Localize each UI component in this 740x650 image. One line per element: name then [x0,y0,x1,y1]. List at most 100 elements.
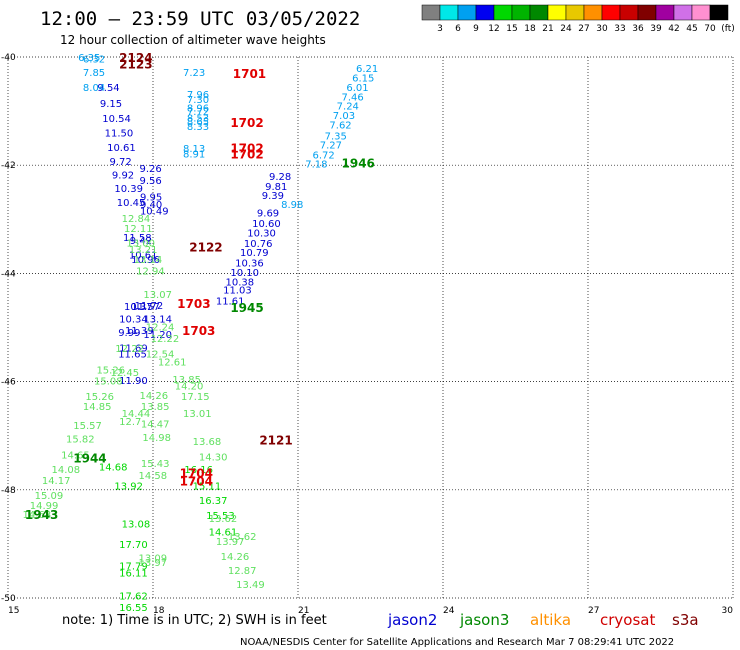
wave-height-label: 13.14 [134,255,163,266]
wave-height-label: 14.85 [83,402,112,413]
pass-time-label: 2124 [119,51,152,65]
wave-height-label: 14.47 [141,419,170,430]
colorbar-swatch [421,4,441,21]
wave-height-label: 7.35 [325,131,347,142]
wave-height-label: 7.03 [333,111,355,122]
wave-height-label: 6.72 [313,150,335,161]
wave-height-label: 10.10 [230,268,259,279]
pass-time-label: 1702 [230,116,263,130]
y-tick-label: -42 [1,161,16,171]
y-tick-label: -44 [1,269,16,279]
wave-height-label: 14.99 [30,501,59,512]
colorbar-label: 18 [524,24,536,34]
wave-height-label: 9.92 [112,170,134,181]
wave-height-label: 13.62 [209,514,238,525]
pass-time-label: 1943 [25,508,58,522]
colorbar-swatch [565,4,585,21]
wave-height-label: 8.96 [187,103,209,114]
x-tick-label: 24 [443,606,455,616]
satellite-name: jason3 [459,611,509,629]
y-tick-label: -50 [1,594,16,604]
wave-height-label: 14.61 [209,527,238,538]
pass-time-label: 1946 [342,156,375,170]
wave-height-label: 13.92 [114,481,143,492]
wave-height-label: 7.18 [305,160,327,171]
colorbar-label: 15 [506,24,517,34]
wave-height-label: 12.87 [228,566,257,577]
wave-height-label: 11.69 [119,344,148,355]
wave-height-label: 14.68 [23,510,52,521]
wave-height-label: 12.84 [122,214,151,225]
colorbar-swatch [583,4,603,21]
wave-height-label: 15.11 [193,481,222,492]
wave-height-label: 14.26 [221,552,250,563]
plot-grid [7,56,734,599]
colorbar-label: 30 [596,24,608,34]
wave-height-label: 11.50 [105,129,134,140]
colorbar-swatch [439,4,459,21]
wave-height-label: 14.20 [175,381,204,392]
wave-height-label: 9.54 [97,83,119,94]
colorbar-swatch [475,4,495,21]
wave-height-label: 15.57 [73,421,102,432]
colorbar-swatch [709,4,729,21]
colorbar-label: 33 [614,24,625,34]
wave-height-label: 13.21 [129,245,158,256]
wave-height-label: 7.72 [187,107,209,118]
wave-height-label: 6.21 [356,64,378,75]
wave-height-label: 8.65 [187,117,209,128]
wave-height-label: 9.69 [257,208,279,219]
wave-height-label: 11.90 [119,376,148,387]
colorbar-label: (ft) [721,24,735,34]
colorbar-swatch [493,4,513,21]
pass-time-label: 2122 [189,240,222,254]
wave-height-label: 13.68 [193,437,222,448]
wave-height-label: 13.85 [141,402,170,413]
wave-height-label: 10.49 [140,207,169,218]
colorbar-label: 24 [560,24,572,34]
pass-time-label: 1945 [230,301,263,315]
wave-height-label: 14.08 [52,465,81,476]
satellite-name: altika [530,611,571,629]
wave-height-label: 13.62 [228,532,257,543]
wave-height-label: 9.56 [139,176,161,187]
colorbar-swatch [655,4,675,21]
x-tick-label: 30 [722,606,734,616]
satellite-name: jason2 [387,611,437,629]
colorbar: 3 6 9 12 15 18 21 24 27 30 33 36 39 42 45 70 (ft) [421,4,735,34]
wave-height-label: 12.94 [136,267,165,278]
page-title: 12:00 – 23:59 UTC 03/05/2022 [40,8,360,30]
wave-height-label: 12.11 [124,224,153,235]
wave-height-label: 10.96 [131,255,160,266]
wave-height-label: 13.09 [139,553,168,564]
y-tick-label: -48 [1,486,16,496]
wave-height-label: 9.72 [110,157,132,168]
wave-height-label: 11.39 [125,326,154,337]
wave-height-label: 8.04 [83,83,105,94]
pass-time-label: 1703 [177,297,210,311]
colorbar-swatch [601,4,621,21]
wave-height-label: 12.45 [110,368,139,379]
colorbar-label: 42 [668,24,679,34]
wave-height-label: 6.35 [78,53,100,64]
pass-time-label: 1704 [180,475,213,489]
wave-height-label: 8.13 [183,144,205,155]
page-subtitle: 12 hour collection of altimeter wave hei… [60,33,326,47]
wave-height-label: 6.01 [346,83,368,94]
wave-height-label: 6.15 [352,74,374,85]
wave-height-label: 15.26 [96,366,125,377]
wave-height-label: 8.53 [187,114,209,125]
wave-height-label: 10.34 [119,314,148,325]
wave-height-label: 8.33 [187,122,209,133]
x-tick-label: 15 [8,606,19,616]
wave-height-label: 9.39 [262,191,284,202]
wave-height-label: 15.43 [141,459,170,470]
wave-height-label: 14.30 [199,452,228,463]
wave-height-label: 13.07 [143,290,172,301]
wave-height-label: 12.7 [119,417,141,428]
wave-height-label: 9.28 [269,172,291,183]
wave-height-label: 14.68 [99,463,128,474]
wave-height-label: 13.00 [126,239,155,250]
colorbar-swatch [673,4,693,21]
